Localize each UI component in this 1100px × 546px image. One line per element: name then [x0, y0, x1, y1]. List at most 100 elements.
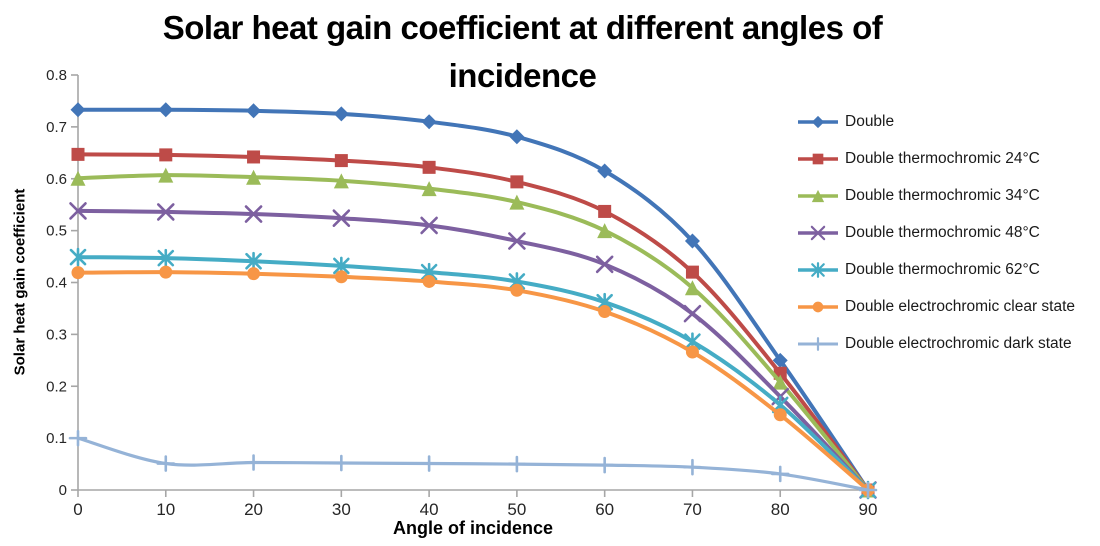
x-marker-icon — [595, 255, 614, 274]
legend-item: Double thermochromic 24°C — [797, 148, 1097, 170]
diamond-marker-icon — [597, 163, 613, 179]
legend-label: Double thermochromic 34°C — [845, 187, 1040, 204]
x-tick-label: 0 — [73, 500, 82, 519]
series-6 — [71, 265, 875, 497]
circle-marker-icon — [247, 267, 261, 281]
y-tick-label: 0.5 — [46, 223, 67, 240]
triangle-marker-icon — [421, 181, 437, 197]
x-marker-icon — [810, 225, 826, 241]
diamond-marker-icon — [246, 103, 262, 119]
square-marker-icon — [71, 147, 85, 161]
plus-marker-icon — [683, 458, 702, 476]
series-line — [76, 255, 870, 492]
x-marker-icon — [332, 209, 351, 227]
y-tick-label: 0.7 — [46, 119, 67, 136]
diamond-marker-icon — [421, 114, 437, 130]
plus-marker-icon — [68, 429, 88, 447]
x-tick-label: 10 — [156, 500, 175, 519]
square-marker-icon — [159, 148, 173, 162]
legend-marker-icon — [798, 225, 838, 241]
circle-marker-icon — [334, 270, 348, 284]
y-axis-title: Solar heat gain coefficient — [11, 188, 29, 376]
circle-marker-icon — [812, 301, 824, 313]
x-tick-label: 80 — [771, 500, 790, 519]
x-tick-label: 40 — [420, 500, 439, 519]
legend-label: Double — [845, 113, 895, 130]
diamond-marker-icon — [509, 129, 525, 145]
legend-label: Double electrochromic dark state — [845, 335, 1072, 352]
plus-marker-icon — [810, 337, 826, 351]
triangle-marker-icon — [597, 223, 613, 239]
chart-title: Solar heat gain coefficient at different… — [95, 4, 950, 100]
plus-marker-icon — [770, 465, 790, 483]
x-marker-icon — [683, 304, 702, 323]
x-marker-icon — [156, 203, 175, 221]
square-marker-icon — [685, 265, 699, 279]
square-marker-icon — [334, 154, 348, 168]
diamond-marker-icon — [811, 115, 825, 129]
legend-label: Double electrochromic clear state — [845, 298, 1076, 315]
series-line — [76, 270, 870, 492]
triangle-marker-icon — [509, 194, 525, 210]
legend-marker-icon — [798, 115, 838, 129]
plus-marker-icon — [156, 455, 176, 472]
plus-marker-icon — [858, 481, 878, 499]
series-line — [76, 173, 870, 492]
series-line — [76, 208, 870, 492]
circle-marker-icon — [159, 265, 173, 279]
plus-marker-icon — [244, 454, 263, 471]
x-tick-label: 70 — [683, 500, 702, 519]
diamond-marker-icon — [333, 106, 349, 122]
x-tick-label: 20 — [244, 500, 263, 519]
y-tick-label: 0.2 — [46, 378, 67, 395]
legend-item: Double thermochromic 48°C — [797, 222, 1097, 244]
series-4 — [69, 202, 877, 499]
diamond-marker-icon — [70, 102, 86, 118]
x-marker-icon — [244, 205, 263, 223]
series-5 — [69, 247, 877, 500]
circle-marker-icon — [598, 305, 612, 319]
chart-title-line1: Solar heat gain coefficient at different… — [162, 9, 883, 46]
legend-item: Double electrochromic dark state — [797, 333, 1097, 355]
chart-title-line2: incidence — [448, 57, 597, 94]
series-line — [76, 152, 870, 492]
circle-marker-icon — [510, 283, 524, 297]
y-tick-label: 0.6 — [46, 171, 67, 188]
square-marker-icon — [598, 204, 612, 218]
y-tick-label: 0.3 — [46, 326, 67, 343]
diamond-marker-icon — [158, 102, 174, 118]
asterisk-marker-icon — [245, 251, 262, 271]
triangle-marker-icon — [158, 167, 174, 183]
x-tick-label: 90 — [859, 500, 878, 519]
x-tick-label: 30 — [332, 500, 351, 519]
series-1 — [70, 102, 876, 498]
y-tick-label: 0.1 — [46, 430, 67, 447]
series-line — [76, 436, 870, 492]
legend-marker-icon — [798, 153, 838, 165]
triangle-marker-icon — [772, 374, 788, 390]
x-marker-icon — [69, 202, 87, 220]
legend-marker-icon — [798, 262, 838, 278]
legend-label: Double thermochromic 48°C — [845, 224, 1040, 241]
legend-item: Double electrochromic clear state — [797, 296, 1097, 318]
legend-label: Double thermochromic 24°C — [845, 150, 1040, 167]
x-axis-title: Angle of incidence — [392, 518, 554, 538]
x-marker-icon — [420, 216, 438, 235]
legend-label: Double thermochromic 62°C — [845, 261, 1040, 278]
triangle-marker-icon — [246, 169, 262, 185]
plus-marker-icon — [419, 455, 439, 472]
series-3 — [70, 167, 876, 498]
x-tick-label: 50 — [507, 500, 526, 519]
x-tick-label: 60 — [595, 500, 614, 519]
square-marker-icon — [510, 175, 524, 189]
square-marker-icon — [812, 153, 824, 165]
x-marker-icon — [508, 232, 526, 250]
series-line — [76, 107, 870, 492]
y-tick-label: 0.8 — [46, 67, 67, 84]
circle-marker-icon — [773, 408, 787, 422]
plus-marker-icon — [595, 456, 614, 474]
circle-marker-icon — [422, 274, 436, 288]
triangle-marker-icon — [70, 170, 86, 186]
